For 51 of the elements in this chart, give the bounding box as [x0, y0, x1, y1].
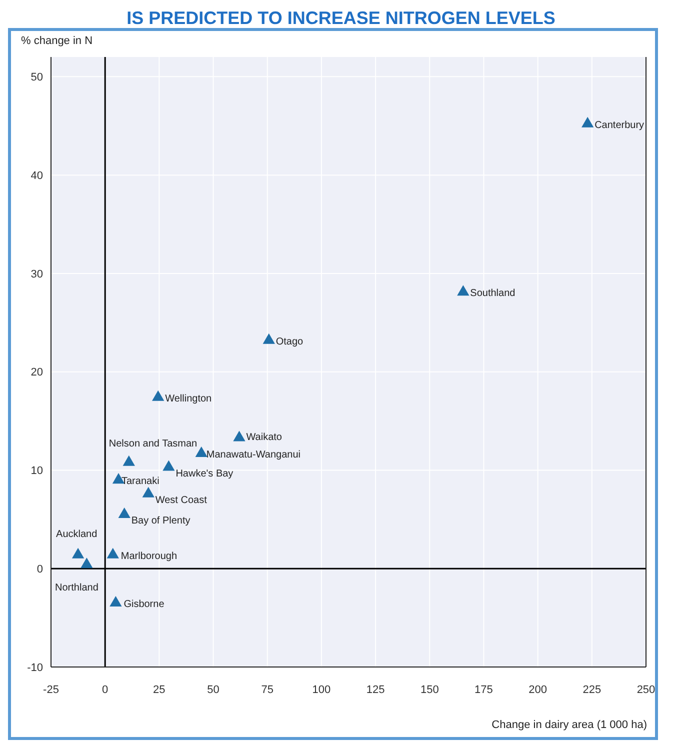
y-tick-label: 0 [36, 564, 43, 576]
point [457, 285, 470, 296]
point [118, 507, 130, 518]
x-tick-label: 75 [261, 684, 274, 696]
x-tick-label: 50 [207, 684, 220, 696]
y-tick-label: 50 [30, 72, 43, 84]
x-tick-label: 125 [366, 684, 385, 696]
point [72, 548, 84, 558]
annotation: Canterbury [594, 120, 644, 131]
x-tick-label: 150 [420, 684, 439, 696]
point [262, 333, 275, 344]
point [80, 558, 93, 568]
point [195, 446, 208, 458]
annotation: West Coast [155, 494, 208, 506]
annotation: Nelson and Tasman [108, 438, 198, 450]
annotation: Marlborough [120, 550, 178, 562]
point [582, 116, 594, 128]
annotation: Northland [55, 582, 98, 594]
annotation: Wellington [165, 393, 212, 404]
x-tick-label: -25 [43, 684, 59, 696]
annotation: Southland [470, 288, 516, 300]
y-axis-title: % change in N [21, 35, 93, 47]
y-tick-label: 20 [30, 366, 43, 379]
x-tick-label: 200 [528, 684, 547, 696]
annotation: Manawatu-Wanganui [206, 450, 301, 460]
x-tick-label: 175 [474, 684, 493, 696]
y-tick-label: 10 [30, 465, 43, 478]
annotation: Auckland [56, 528, 98, 540]
point [106, 548, 119, 558]
annotation: Gisborne [124, 599, 165, 610]
annotation: Bay of Plenty [131, 516, 190, 526]
chart-title: IS PREDICTED TO INCREASE NITROGEN LEVELS [126, 8, 556, 28]
x-tick-label: 0 [102, 684, 108, 696]
x-tick-label: 100 [312, 684, 331, 696]
x-tick-label: 225 [582, 684, 602, 696]
annotation: Waikato [246, 432, 282, 443]
x-tick-label: 25 [153, 684, 166, 696]
point [122, 455, 135, 466]
x-tick-label: 250 [636, 684, 656, 696]
point [162, 460, 175, 471]
annotation: Otago [276, 336, 304, 348]
x-axis-title: Change in dairy area (1 000 ha) [492, 719, 647, 731]
point [152, 390, 164, 401]
y-tick-label: 40 [30, 170, 43, 182]
point [110, 596, 122, 607]
y-tick-label: -10 [27, 662, 43, 674]
y-tick-label: 30 [30, 268, 43, 280]
annotation: Taranaki [122, 476, 160, 488]
annotation: Hawke's Bay [176, 468, 234, 480]
point [233, 430, 246, 442]
point [142, 486, 154, 498]
